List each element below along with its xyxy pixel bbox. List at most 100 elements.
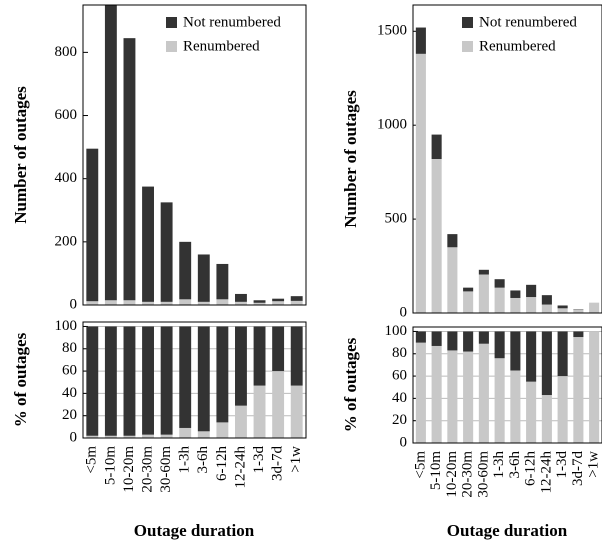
bar-segment (160, 326, 173, 435)
bar-segment (589, 331, 600, 443)
bar-segment (447, 350, 458, 443)
bar-segment (541, 331, 552, 396)
bar-segment (86, 148, 99, 302)
bar-segment (431, 331, 442, 346)
bar-segment (235, 293, 247, 302)
bar-segment (123, 435, 136, 438)
bar-segment (557, 376, 568, 443)
bar-segment (253, 326, 266, 386)
bar-segment (447, 331, 458, 351)
bar-segment (494, 358, 505, 443)
bar-segment (253, 302, 266, 305)
x-tick-label: <5m (84, 446, 100, 474)
y-tick-label: 100 (385, 323, 408, 339)
bar-segment (510, 331, 521, 371)
bar-segment (123, 38, 136, 301)
bar-segment (526, 284, 537, 298)
bar-segment (86, 435, 99, 438)
bar-segment (104, 300, 117, 305)
bar-segment (142, 301, 154, 305)
bar-segment (197, 301, 210, 305)
y-tick-label: 0 (400, 434, 408, 450)
y-tick-label: 500 (385, 211, 408, 227)
legend-label: Renumbered (479, 38, 556, 54)
bar-segment (235, 326, 247, 406)
bar-segment (216, 422, 229, 438)
y-axis-title: % of outages (341, 337, 360, 432)
bar-segment (86, 301, 99, 305)
y-tick-label: 40 (62, 385, 77, 401)
bar-segment (253, 300, 266, 303)
bar-segment (123, 326, 136, 436)
plot-frame (412, 4, 602, 314)
bar-segment (526, 381, 537, 443)
x-tick-label: 6-12h (214, 446, 230, 481)
bar-segment (478, 343, 489, 443)
plot-frame (412, 326, 602, 444)
x-tick-label: 10-20m (444, 451, 460, 498)
x-tick-label: 30-60m (475, 451, 491, 498)
x-tick-label: 10-20m (121, 446, 137, 493)
bar-segment (478, 274, 489, 313)
x-tick-label: 5-10m (102, 446, 118, 485)
x-axis-title: Outage duration (134, 521, 255, 540)
bar-segment (160, 202, 173, 302)
x-axis-title: Outage duration (447, 521, 568, 540)
bar-segment (431, 345, 442, 443)
y-axis-title: Number of outages (11, 86, 30, 224)
x-tick-label: >1w (586, 451, 602, 478)
bar-segment (447, 247, 458, 313)
bar-segment (142, 434, 154, 438)
bar-segment (541, 295, 552, 305)
bar-segment (541, 304, 552, 313)
y-tick-label: 80 (392, 345, 407, 361)
bar-segment (478, 269, 489, 275)
y-axis-title: % of outages (11, 332, 30, 427)
bar-segment (216, 263, 229, 300)
x-tick-label: 1-3h (491, 451, 507, 479)
bar-segment (478, 331, 489, 344)
bar-segment (463, 287, 474, 292)
bar-segment (179, 241, 192, 300)
legend-label: Not renumbered (479, 14, 577, 30)
bar-segment (197, 254, 210, 302)
legend-label: Not renumbered (183, 14, 281, 30)
bar-segment (447, 234, 458, 248)
y-tick-label: 800 (55, 44, 78, 60)
x-tick-label: 20-30m (460, 451, 476, 498)
y-tick-label: 80 (62, 340, 77, 356)
x-tick-label: 1-3d (251, 446, 267, 474)
bar-segment (142, 326, 154, 435)
bar-segment (235, 301, 247, 305)
y-tick-label: 20 (392, 412, 407, 428)
y-tick-label: 200 (55, 233, 78, 249)
bar-segment (510, 297, 521, 313)
legend-swatch (462, 17, 473, 28)
bar-segment (216, 326, 229, 423)
bar-segment (415, 27, 426, 54)
bar-segment (290, 296, 303, 301)
x-tick-label: 12-24h (538, 451, 554, 494)
legend-swatch (462, 41, 473, 52)
bar-segment (573, 309, 584, 313)
bar-segment (272, 371, 285, 438)
bar-segment (104, 435, 117, 438)
bar-segment (290, 300, 303, 305)
bar-segment (86, 326, 99, 436)
bar-segment (290, 385, 303, 438)
bar-segment (272, 326, 285, 372)
bar-segment (494, 279, 505, 288)
bar-segment (557, 305, 568, 309)
legend-swatch (166, 41, 177, 52)
y-tick-label: 1500 (377, 23, 407, 39)
x-tick-label: 30-60m (158, 446, 174, 493)
x-tick-label: 5-10m (428, 451, 444, 490)
bar-segment (415, 53, 426, 313)
bar-segment (197, 326, 210, 432)
x-tick-label: 12-24h (232, 446, 248, 489)
bar-segment (216, 299, 229, 305)
x-tick-label: 3d-7d (270, 446, 286, 481)
bar-segment (235, 405, 247, 438)
bar-segment (463, 291, 474, 313)
x-tick-label: 6-12h (523, 451, 539, 486)
